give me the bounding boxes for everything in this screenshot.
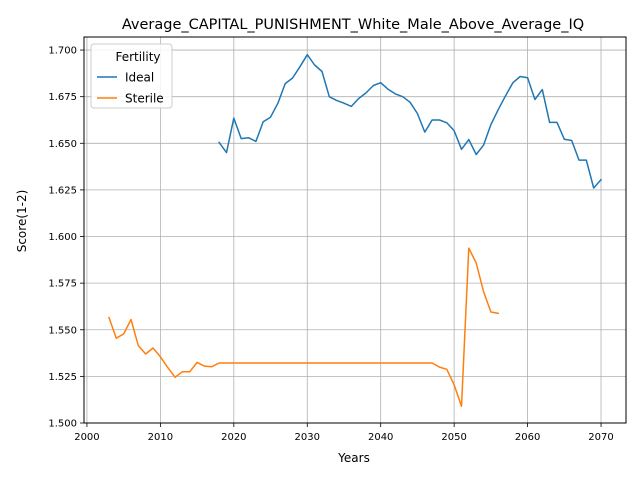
y-axis-label: Score(1-2): [15, 190, 29, 253]
y-tick-label: 1.700: [48, 46, 77, 57]
x-tick-label: 2050: [441, 432, 466, 443]
legend-box: [90, 43, 173, 109]
x-tick-label: 2000: [74, 432, 99, 443]
x-tick-label: 2070: [588, 432, 613, 443]
y-tick-label: 1.550: [48, 325, 77, 336]
x-tick-label: 2030: [295, 432, 320, 443]
x-tick-label: 2060: [515, 432, 540, 443]
axis-ticks: 2000 2010 2020 2030 2040 2050 2060 2070 1.500 1.5…: [48, 46, 613, 443]
legend-label-sterile: Sterile: [125, 92, 164, 106]
y-tick-label: 1.650: [48, 139, 77, 150]
plot-frame: [83, 36, 627, 424]
legend: Fertility Ideal Sterile: [90, 43, 173, 109]
y-tick-label: 1.575: [48, 279, 77, 290]
chart-title: Average_CAPITAL_PUNISHMENT_White_Male_Ab…: [122, 17, 584, 33]
y-tick-label: 1.500: [48, 419, 77, 430]
y-tick-label: 1.675: [48, 92, 77, 103]
x-tick-label: 2020: [221, 432, 246, 443]
x-tick-label: 2040: [368, 432, 393, 443]
y-tick-label: 1.625: [48, 185, 77, 196]
legend-title: Fertility: [115, 50, 160, 64]
series-line-sterile: [108, 247, 500, 407]
series-lines: [108, 53, 603, 407]
x-axis-label: Years: [337, 451, 370, 465]
series-line-ideal: [218, 53, 603, 189]
y-tick-label: 1.600: [48, 232, 77, 243]
legend-label-ideal: Ideal: [125, 71, 154, 85]
y-tick-label: 1.525: [48, 372, 77, 383]
x-tick-label: 2010: [148, 432, 173, 443]
